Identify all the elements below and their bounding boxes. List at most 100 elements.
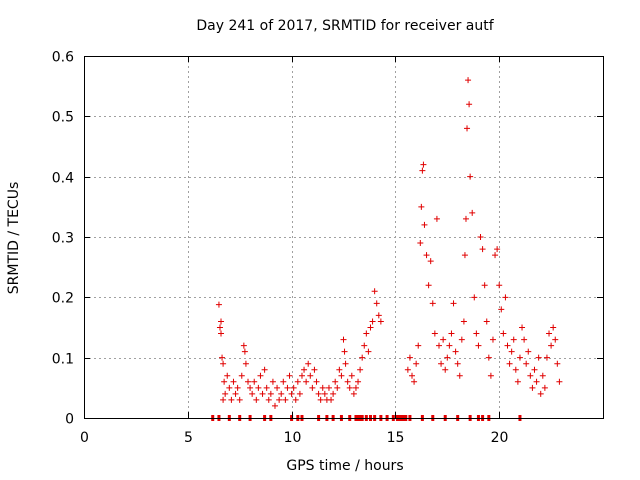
data-point <box>421 221 428 228</box>
data-point <box>221 378 228 385</box>
data-point <box>462 215 469 222</box>
data-point <box>276 396 283 403</box>
data-point <box>265 396 272 403</box>
data-point <box>458 336 465 343</box>
data-point <box>452 348 459 355</box>
data-point <box>440 336 447 343</box>
grid-layer <box>84 56 603 418</box>
data-point <box>292 396 299 403</box>
data-point <box>419 167 426 174</box>
data-point <box>423 252 430 259</box>
data-point <box>336 366 343 373</box>
data-point <box>465 77 472 84</box>
data-point <box>317 396 324 403</box>
data-points <box>215 77 563 409</box>
data-point <box>234 384 241 391</box>
data-point <box>502 294 509 301</box>
data-point <box>319 384 326 391</box>
data-point <box>525 348 532 355</box>
data-point <box>290 384 297 391</box>
data-point <box>487 372 494 379</box>
data-point <box>282 396 289 403</box>
data-point <box>514 378 521 385</box>
data-point <box>409 372 416 379</box>
data-point <box>232 390 239 397</box>
data-point <box>253 396 260 403</box>
data-point <box>481 282 488 289</box>
data-point <box>218 330 225 337</box>
y-tick-label: 0.3 <box>52 231 74 247</box>
data-point <box>247 384 254 391</box>
y-axis-label: SRMTID / TECUs <box>6 182 22 295</box>
data-point <box>460 318 467 325</box>
data-point <box>521 336 528 343</box>
data-point <box>288 390 295 397</box>
x-tick-label: 20 <box>491 430 509 446</box>
data-point <box>454 360 461 367</box>
data-point <box>483 318 490 325</box>
data-point <box>218 318 225 325</box>
data-point <box>294 378 301 385</box>
data-point <box>301 366 308 373</box>
data-point <box>527 372 534 379</box>
data-point <box>344 378 351 385</box>
y-tick-label: 0.4 <box>52 171 74 187</box>
data-point <box>435 342 442 349</box>
data-point <box>274 384 281 391</box>
data-point <box>523 360 530 367</box>
data-point <box>420 161 427 168</box>
data-point <box>461 252 468 259</box>
data-point <box>222 390 229 397</box>
data-point <box>280 378 287 385</box>
data-point <box>535 354 542 361</box>
data-point <box>359 354 366 361</box>
data-point <box>296 390 303 397</box>
data-point <box>340 336 347 343</box>
data-point <box>215 301 222 308</box>
chart-title: Day 241 of 2017, SRMTID for receiver aut… <box>196 18 494 34</box>
data-point <box>467 173 474 180</box>
data-point <box>442 366 449 373</box>
data-point <box>303 378 310 385</box>
data-point <box>245 378 252 385</box>
data-point <box>328 396 335 403</box>
data-point <box>325 384 332 391</box>
data-point <box>261 366 268 373</box>
data-point <box>504 342 511 349</box>
data-point <box>269 378 276 385</box>
data-point <box>450 300 457 307</box>
data-point <box>230 378 237 385</box>
data-point <box>446 342 453 349</box>
data-point <box>334 384 341 391</box>
data-point <box>352 384 359 391</box>
data-point <box>220 360 227 367</box>
data-point <box>257 372 264 379</box>
data-point <box>552 336 559 343</box>
data-point <box>313 378 320 385</box>
y-tick-labels: 0 0.1 0.2 0.3 0.4 0.5 0.6 <box>52 50 74 428</box>
data-point <box>298 372 305 379</box>
data-point <box>363 330 370 337</box>
data-point <box>531 366 538 373</box>
y-tick-label: 0.1 <box>52 352 74 368</box>
data-point <box>550 324 557 331</box>
data-point <box>471 294 478 301</box>
data-point <box>498 306 505 313</box>
data-point <box>475 342 482 349</box>
data-point <box>548 342 555 349</box>
data-point <box>494 246 501 253</box>
data-point <box>321 390 328 397</box>
data-point <box>241 348 248 355</box>
data-point <box>346 384 353 391</box>
data-point <box>367 324 374 331</box>
data-point <box>361 342 368 349</box>
data-point <box>365 348 372 355</box>
data-point <box>533 378 540 385</box>
data-point <box>228 396 235 403</box>
x-tick-label: 5 <box>184 430 193 446</box>
data-point <box>429 300 436 307</box>
data-point <box>427 258 434 265</box>
data-point <box>537 390 544 397</box>
x-tick-label: 0 <box>80 430 89 446</box>
data-point <box>438 360 445 367</box>
